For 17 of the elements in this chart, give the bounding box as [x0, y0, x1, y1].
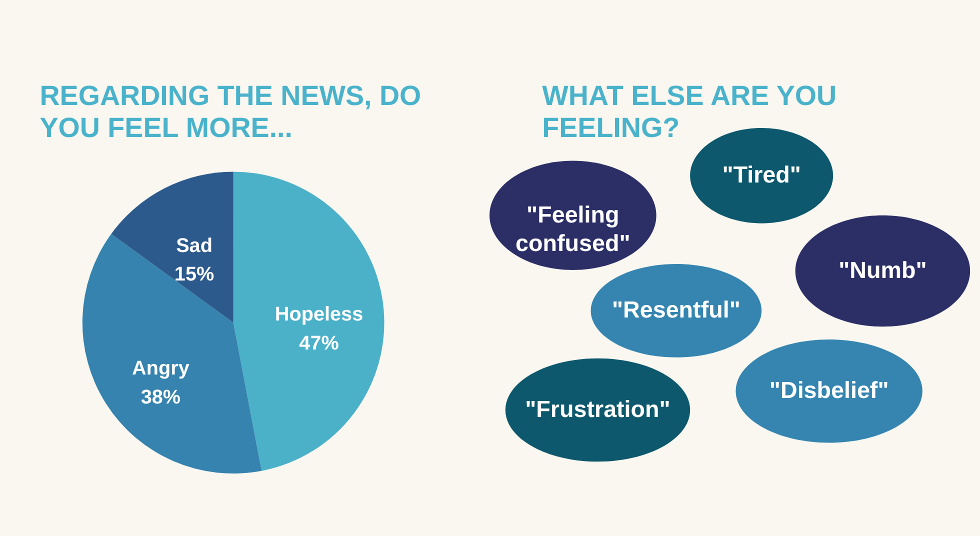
category-label: "Numb": [838, 256, 927, 283]
slice-label: Angry: [132, 358, 190, 380]
pie-slice: [111, 172, 234, 323]
category-label: "Tired": [722, 162, 801, 188]
category-label: "Resentful": [612, 296, 740, 323]
text: WHAT ELSE ARE YOU FEELING?: [542, 80, 837, 143]
slice-label: Sad: [176, 234, 212, 257]
data-label: 38%: [140, 386, 181, 408]
chart-title: REGARDING THE NEWS, DO YOU FEEL MORE...: [40, 80, 422, 143]
category-label: "Feeling confused": [516, 201, 630, 256]
data-label: 15%: [174, 264, 214, 286]
category-label: "Disbelief": [769, 377, 889, 404]
category-label: "Frustration": [525, 396, 670, 422]
slice-label: Hopeless: [274, 303, 364, 326]
data-label: 47%: [299, 332, 340, 354]
pie-slice: [82, 234, 262, 474]
pie-slice: [233, 172, 384, 471]
